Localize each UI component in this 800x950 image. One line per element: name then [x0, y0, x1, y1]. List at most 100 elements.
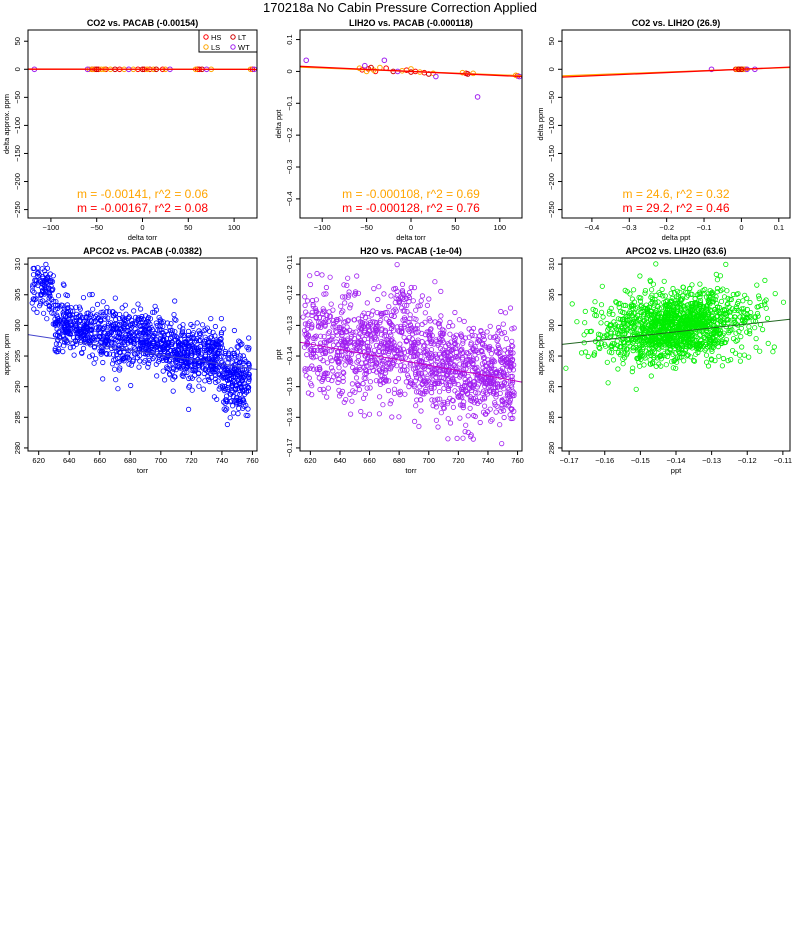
data-point — [664, 334, 671, 340]
data-point — [414, 397, 420, 403]
data-point — [429, 397, 435, 403]
data-point — [668, 290, 674, 296]
data-point — [656, 335, 662, 341]
data-point — [668, 330, 675, 337]
data-point — [490, 357, 497, 364]
data-point — [453, 332, 459, 338]
data-point — [195, 348, 201, 354]
data-point — [109, 345, 115, 352]
data-point — [444, 356, 451, 362]
y-axis-label: delta ppm — [536, 108, 545, 141]
data-point-ls — [377, 64, 383, 71]
data-point — [31, 306, 37, 312]
data-point — [755, 313, 761, 319]
data-point — [458, 331, 464, 337]
data-point — [169, 341, 175, 348]
data-point — [381, 291, 387, 297]
data-point — [702, 325, 709, 331]
data-point — [162, 377, 168, 383]
data-point — [309, 322, 315, 328]
data-point — [38, 291, 45, 297]
data-point — [700, 291, 706, 297]
data-point — [457, 415, 463, 421]
data-point — [146, 341, 153, 347]
data-point — [598, 309, 605, 315]
data-point — [677, 350, 683, 356]
data-point — [228, 347, 234, 353]
data-point — [361, 364, 367, 371]
data-point — [196, 383, 202, 389]
data-point — [382, 341, 388, 347]
data-point — [416, 423, 422, 429]
x-tick-label: 640 — [334, 456, 347, 465]
data-point — [480, 333, 486, 340]
data-point — [336, 324, 342, 330]
y-tick-label: −200 — [547, 173, 556, 190]
data-point — [148, 324, 154, 331]
data-point — [110, 322, 117, 328]
data-point — [650, 281, 657, 287]
data-point — [301, 344, 308, 350]
data-point — [680, 284, 687, 290]
data-point — [383, 378, 389, 384]
data-point — [444, 399, 451, 405]
data-point — [200, 386, 206, 392]
data-point — [444, 371, 450, 377]
data-point — [747, 330, 753, 337]
chart-panel-4: APCO2 vs. PACAB (-0.0382) 620 640 660 680 700… — [2, 246, 259, 475]
data-point — [396, 414, 402, 420]
data-point — [338, 310, 345, 316]
data-point — [665, 339, 672, 345]
data-point — [103, 337, 110, 343]
data-point — [437, 396, 443, 402]
data-point — [747, 328, 753, 334]
data-point — [719, 363, 726, 369]
data-point — [235, 410, 241, 417]
data-point — [685, 309, 691, 315]
data-point — [428, 340, 434, 347]
data-point — [410, 298, 416, 304]
data-point — [74, 317, 80, 324]
data-point — [307, 273, 313, 279]
data-point — [224, 393, 230, 399]
data-point — [414, 353, 420, 359]
data-point — [373, 342, 379, 348]
data-point — [360, 381, 366, 387]
data-point — [330, 333, 336, 339]
x-tick-label: −0.4 — [584, 223, 599, 232]
data-point — [54, 312, 60, 318]
data-point — [60, 333, 66, 339]
x-tick-label: 0 — [409, 223, 413, 232]
data-point — [224, 421, 230, 428]
data-point — [409, 331, 416, 337]
data-point — [335, 317, 341, 323]
data-point — [154, 373, 160, 379]
data-point — [647, 342, 653, 348]
data-point — [73, 320, 79, 327]
x-tick-label: 740 — [216, 456, 229, 465]
data-point — [392, 350, 398, 356]
data-point — [445, 353, 451, 360]
data-point — [169, 328, 175, 334]
data-point — [237, 391, 243, 398]
data-point — [367, 331, 373, 338]
data-point — [659, 344, 665, 350]
data-point — [138, 332, 144, 338]
data-point — [400, 291, 406, 297]
data-point — [478, 328, 484, 334]
data-point — [688, 333, 694, 339]
data-point — [637, 273, 643, 279]
data-point — [201, 370, 207, 377]
data-point — [422, 377, 428, 383]
data-point — [363, 375, 369, 381]
data-point — [375, 349, 382, 355]
data-point — [702, 312, 709, 318]
y-tick-label: 285 — [547, 411, 556, 424]
data-point — [472, 348, 478, 354]
data-point — [706, 334, 713, 340]
data-point — [319, 378, 325, 384]
data-point — [411, 340, 417, 346]
data-point — [119, 305, 125, 311]
data-point — [338, 303, 344, 309]
data-point — [310, 301, 316, 308]
